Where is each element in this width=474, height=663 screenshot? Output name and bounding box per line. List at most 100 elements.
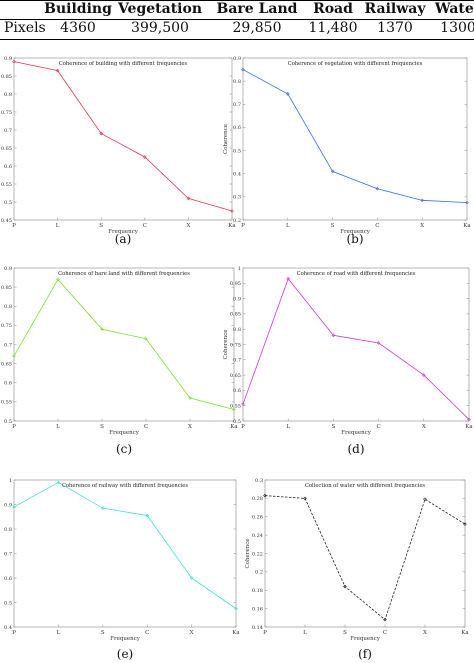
- y-tick-label: 0.45: [1, 218, 12, 224]
- x-tick-label: L: [56, 424, 60, 430]
- data-point: [100, 506, 105, 510]
- data-point: [241, 67, 245, 72]
- chart-svg: Coherence of road with different frequen…: [223, 266, 473, 436]
- chart-panel-c: Coherence of bare land with different fr…: [0, 258, 239, 458]
- chart-title: Coherence of bare land with different fr…: [58, 271, 190, 277]
- y-tick-label: 0.65: [230, 373, 241, 379]
- x-tick-label: S: [343, 630, 347, 636]
- data-point: [56, 277, 60, 282]
- y-tick-label: 0.9: [4, 56, 12, 62]
- chart-svg: Coherence of building with different fre…: [1, 56, 237, 235]
- x-tick-label: P: [12, 630, 16, 636]
- table-header-railway: Railway: [364, 1, 426, 17]
- data-point: [330, 169, 335, 174]
- y-tick-label: 0.85: [1, 285, 12, 291]
- chart-panel-f: Collection of water with different frequ…: [237, 468, 474, 663]
- x-axis-label: Frequency: [350, 636, 381, 642]
- table-mid-rule: [0, 19, 474, 20]
- table-cell-railway: 1370: [377, 20, 413, 36]
- chart-panel-b: Coherence of vegetation with different f…: [223, 48, 474, 248]
- table-header-vegetation: Vegetation: [117, 1, 203, 17]
- data-point: [144, 336, 148, 341]
- y-tick-label: 0.3: [255, 478, 263, 484]
- chart-panel-a: Coherence of building with different fre…: [0, 48, 237, 248]
- y-tick-label: 0.8: [4, 304, 12, 310]
- data-point: [286, 276, 291, 281]
- x-axis-label: Frequency: [340, 229, 371, 235]
- y-tick-label: 0.85: [230, 312, 241, 318]
- data-point: [331, 333, 336, 338]
- y-tick-label: 0.6: [4, 576, 12, 582]
- y-axis-label: Coherence: [223, 124, 229, 154]
- table-header-water: Water: [434, 1, 474, 17]
- panel-label: (b): [346, 232, 364, 246]
- data-point: [142, 155, 147, 159]
- y-tick-label: 0.5: [4, 419, 12, 425]
- y-tick-label: 0.55: [1, 182, 12, 188]
- chart-svg: Collection of water with different frequ…: [245, 478, 469, 642]
- y-tick-label: 0.6: [233, 125, 241, 131]
- series-line: [242, 69, 468, 204]
- x-tick-label: Ka: [461, 630, 469, 636]
- x-tick-label: S: [100, 424, 104, 430]
- x-tick-label: C: [144, 424, 148, 430]
- table-header-road: Road: [313, 1, 353, 17]
- table-top-rule: [0, 0, 474, 1]
- series-line: [13, 481, 237, 609]
- data-point: [420, 198, 425, 203]
- data-point: [303, 496, 307, 501]
- y-tick-label: 0.8: [4, 527, 12, 533]
- chart-title: Coherence of vegetation with different f…: [288, 61, 423, 67]
- panel-label: (a): [114, 232, 132, 246]
- data-point: [463, 522, 467, 526]
- y-tick-label: 0.9: [233, 56, 241, 62]
- panel-label: (e): [116, 647, 134, 661]
- data-point: [232, 407, 236, 412]
- y-tick-label: 0.8: [233, 79, 241, 85]
- y-tick-label: 0.95: [230, 281, 241, 287]
- x-tick-label: P: [241, 424, 245, 430]
- y-tick-label: 0.4: [4, 625, 12, 631]
- plot-frame: [242, 267, 470, 422]
- table-header-bare-land: Bare Land: [216, 1, 298, 17]
- plot-frame: [13, 267, 235, 422]
- data-point: [12, 354, 16, 358]
- data-point: [423, 497, 427, 502]
- x-tick-label: X: [422, 424, 426, 430]
- series-line: [242, 277, 470, 420]
- x-tick-label: S: [99, 223, 103, 229]
- y-tick-label: 0.7: [233, 358, 241, 364]
- data-point: [241, 402, 245, 406]
- x-tick-label: X: [420, 223, 424, 229]
- x-tick-label: S: [332, 424, 336, 430]
- x-tick-label: X: [186, 223, 190, 229]
- data-point: [263, 493, 267, 498]
- data-point: [99, 131, 104, 136]
- x-tick-label: L: [286, 424, 290, 430]
- x-tick-label: C: [143, 223, 147, 229]
- panel-label: (c): [115, 442, 133, 456]
- y-tick-label: 0.5: [233, 148, 241, 154]
- x-tick-label: S: [101, 630, 105, 636]
- y-tick-label: 1: [238, 266, 241, 272]
- y-tick-label: 0.7: [4, 128, 12, 134]
- data-point: [188, 396, 192, 400]
- y-tick-label: 0.24: [252, 533, 263, 539]
- x-tick-label: L: [286, 223, 290, 229]
- chart-title: Coherence of road with different frequen…: [297, 271, 416, 277]
- chart-title: Coherence of railway with different freq…: [62, 483, 188, 489]
- y-tick-label: 0.16: [252, 606, 263, 612]
- x-tick-label: Ka: [228, 223, 236, 229]
- y-axis-label: Coherence: [223, 329, 229, 359]
- data-point: [467, 417, 471, 422]
- y-tick-label: 0.65: [1, 361, 12, 367]
- series-line: [13, 61, 233, 212]
- y-tick-label: 0.75: [230, 342, 241, 348]
- y-tick-label: 0.85: [1, 74, 12, 80]
- y-tick-label: 0.14: [252, 625, 263, 631]
- data-point: [100, 327, 104, 332]
- chart-panel-d: Coherence of road with different frequen…: [223, 258, 474, 458]
- x-tick-label: C: [376, 424, 380, 430]
- table-cell-vegetation: 399,500: [131, 20, 189, 36]
- data-point: [12, 505, 16, 509]
